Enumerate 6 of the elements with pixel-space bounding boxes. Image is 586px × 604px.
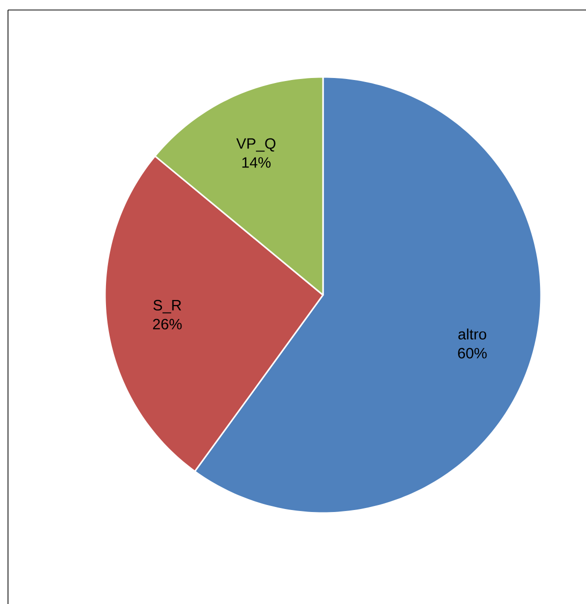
slice-label: altro <box>458 328 486 340</box>
slice-label: S_R <box>153 300 182 314</box>
data-label: 14% <box>242 157 271 168</box>
slice-label: VP_Q <box>236 138 276 152</box>
data-label: 26% <box>153 318 182 330</box>
data-label: 60% <box>458 348 487 358</box>
